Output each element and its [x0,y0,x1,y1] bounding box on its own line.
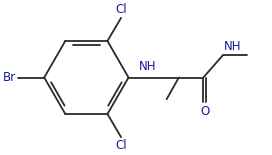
Text: O: O [200,105,209,118]
Text: NH: NH [139,60,157,73]
Text: Cl: Cl [115,3,127,16]
Text: Cl: Cl [115,139,127,152]
Text: Br: Br [3,71,16,84]
Text: NH: NH [224,40,242,53]
